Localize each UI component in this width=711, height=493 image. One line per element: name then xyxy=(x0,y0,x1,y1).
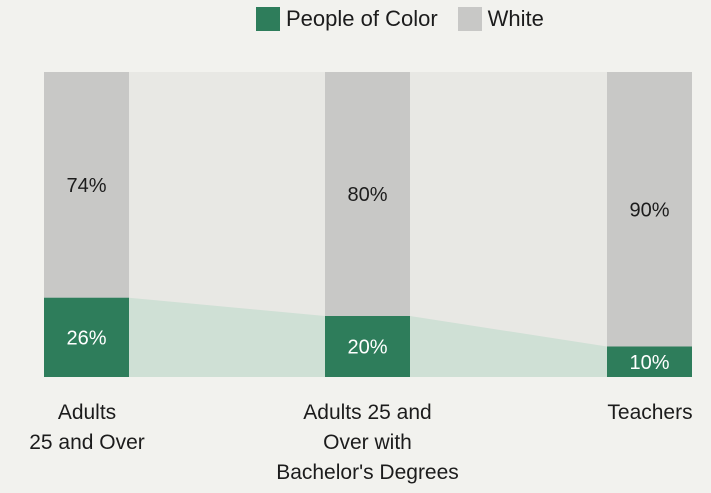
data-label-white-2: 90% xyxy=(629,199,669,221)
legend-swatch-white xyxy=(457,7,482,31)
legend: People of Color White xyxy=(256,6,554,32)
bar-people-of-color-1 xyxy=(325,316,410,377)
legend-label-people-of-color: People of Color xyxy=(286,6,438,31)
legend-label-white: White xyxy=(487,6,544,31)
data-label-people-of-color-0: 26% xyxy=(66,327,106,349)
category-label-2-line-0: Teachers xyxy=(607,401,693,424)
category-label-1: Adults 25 and Over with Bachelor's Degrees xyxy=(238,398,498,488)
data-label-people-of-color-1: 20% xyxy=(347,337,387,359)
category-label-1-line-1: Over with xyxy=(323,431,412,454)
legend-item-white: White xyxy=(457,6,544,32)
bar-white-1 xyxy=(325,72,410,316)
category-label-0: Adults 25 and Over xyxy=(0,398,217,458)
bar-white-0 xyxy=(44,72,129,298)
category-label-1-line-2: Bachelor's Degrees xyxy=(276,461,459,484)
bar-people-of-color-2 xyxy=(607,346,692,377)
category-label-1-line-0: Adults 25 and xyxy=(303,401,432,424)
bar-people-of-color-0 xyxy=(44,297,129,377)
category-label-2: Teachers xyxy=(520,398,711,428)
data-label-people-of-color-2: 10% xyxy=(629,352,669,374)
category-label-0-line-0: Adults xyxy=(57,401,117,424)
legend-item-people-of-color: People of Color xyxy=(256,6,438,32)
bar-white-2 xyxy=(607,72,692,347)
legend-swatch-people-of-color xyxy=(256,7,280,31)
data-label-white-0: 74% xyxy=(66,175,106,197)
data-label-white-1: 80% xyxy=(347,184,387,206)
category-label-0-line-1: 25 and Over xyxy=(29,431,145,454)
